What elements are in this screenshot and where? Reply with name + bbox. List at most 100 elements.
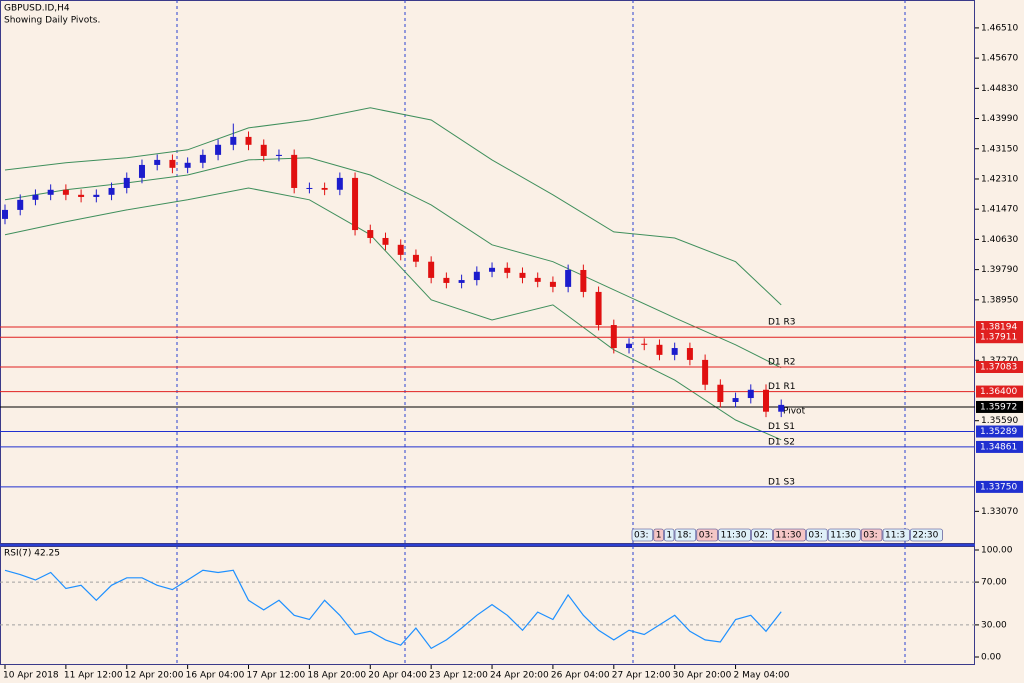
candle-body [519,272,526,278]
rsi-line [4,569,782,650]
candle-body [504,267,511,273]
candle-body [397,244,404,255]
candle-body [671,348,678,355]
session-box [773,528,806,542]
candle-body [626,343,633,349]
candle-body [428,261,435,278]
session-box [674,528,697,542]
x-tick-label: 12 Apr 20:00 [125,671,184,681]
price-box [976,480,1023,493]
price-box-label: 1.36400 [980,387,1017,397]
candle-body [747,389,754,399]
price-box-label: 1.35972 [980,402,1017,412]
price-box [976,360,1023,373]
session-box [860,528,883,542]
session-label: 02: [754,531,768,541]
candle-body [17,199,24,210]
candle-body [275,154,282,156]
candle-body [778,404,785,412]
session-label: 03: [699,531,713,541]
x-tick-label: 17 Apr 12:00 [247,671,306,681]
candle-body [184,162,191,168]
candle-body [199,154,206,163]
session-label: 18: [677,531,691,541]
price-box-label: 1.34861 [980,442,1017,452]
x-tick-label: 23 Apr 12:00 [429,671,488,681]
x-tick-label: 20 Apr 04:00 [368,671,427,681]
candle-body [473,271,480,281]
y-tick-label: 1.40630 [981,235,1018,245]
rsi-tick-label: 100.00 [981,546,1013,556]
chart-title: GBPUSD.ID,H4 [4,4,70,14]
session-label: 11:30 [830,531,856,541]
session-box [718,528,751,542]
candle-body [367,230,374,238]
x-tick-label: 30 Apr 20:00 [673,671,732,681]
pivot-name: D1 R2 [768,357,796,367]
x-tick-label: 2 May 04:00 [734,671,790,681]
session-box [827,528,861,542]
session-label: 1 [656,531,662,541]
y-tick-label: 1.37270 [981,356,1018,366]
candle-body [352,177,359,231]
candle-body [321,187,328,190]
price-box [976,385,1023,398]
candle-body [534,277,541,282]
candle-body [763,389,769,412]
candle-body [215,144,222,155]
candle-body [443,277,450,283]
y-tick-label: 1.33070 [981,507,1018,517]
candle-body [565,269,572,287]
rsi-tick-label: 0.00 [981,653,1001,663]
pivot-name: D1 S2 [768,437,795,447]
price-box-label: 1.37083 [980,362,1017,372]
x-tick-label: 16 Apr 04:00 [186,671,245,681]
pivot-name: D1 R1 [768,382,796,392]
y-tick-label: 1.46510 [981,23,1018,33]
candle-body [93,194,100,197]
y-tick-label: 1.44830 [981,84,1018,94]
session-box [751,528,773,542]
candle-body [62,189,69,195]
y-tick-label: 1.39790 [981,265,1018,275]
rsi-panel [0,546,975,665]
price-box-label: 1.33750 [980,482,1017,492]
x-tick-label: 11 Apr 12:00 [64,671,123,681]
period-separators [176,0,906,665]
candle-body [382,237,389,245]
band-middle [4,157,782,369]
candle-body [123,177,130,188]
candle-body [656,344,663,355]
price-box-label: 1.38194 [980,323,1017,333]
candle-body [549,281,556,287]
pivot-name: Pivot [783,406,806,416]
price-box-label: 1.35289 [980,427,1017,437]
candle-body [489,267,496,272]
pivot-name: D1 S1 [768,422,795,432]
candle-body [78,194,85,197]
y-tick-label: 1.38950 [981,295,1018,305]
candle-body [336,177,343,190]
candle-body [230,136,237,145]
candle-body [169,159,176,168]
price-box [976,321,1023,334]
price-box-label: 1.37911 [980,333,1017,343]
candle-body [260,144,267,156]
y-tick-label: 1.45670 [981,54,1018,64]
session-label: 11:30 [721,531,747,541]
band-lower [4,187,782,441]
session-label: 03: [634,531,648,541]
rsi-tick-label: 70.00 [981,578,1007,588]
session-label: 1 [666,531,672,541]
price-box [976,400,1023,413]
session-box [806,528,828,542]
session-label: 03: [808,531,822,541]
price-box [976,440,1023,453]
candle-body [702,359,709,385]
session-box [631,528,654,542]
session-label: 11:30 [775,531,801,541]
price-box [976,425,1023,438]
candle-body [245,136,252,145]
y-tick-label: 1.41470 [981,205,1018,215]
